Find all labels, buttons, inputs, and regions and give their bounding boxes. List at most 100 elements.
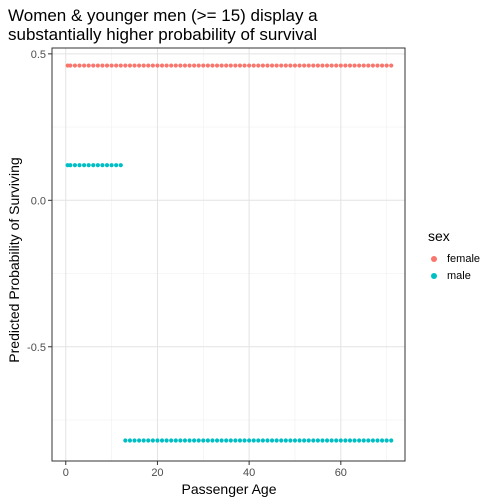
data-point-male bbox=[192, 438, 197, 443]
data-point-male bbox=[315, 438, 320, 443]
data-points bbox=[65, 63, 394, 443]
data-point-male bbox=[77, 163, 82, 168]
data-point-male bbox=[104, 163, 110, 168]
data-point-female bbox=[311, 63, 316, 68]
data-point-male bbox=[370, 438, 376, 443]
data-point-female bbox=[247, 63, 252, 68]
data-point-male bbox=[379, 438, 385, 443]
x-tick-label: 60 bbox=[335, 467, 347, 479]
data-point-female bbox=[141, 63, 146, 68]
data-point-female bbox=[233, 63, 238, 68]
data-point-male bbox=[256, 438, 261, 443]
data-point-male bbox=[265, 438, 270, 443]
data-point-female bbox=[352, 63, 357, 68]
data-point-male bbox=[118, 163, 123, 168]
data-point-female bbox=[219, 63, 224, 68]
data-point-male bbox=[196, 438, 201, 443]
data-point-male bbox=[187, 438, 192, 443]
data-point-female bbox=[279, 63, 284, 68]
data-point-male bbox=[81, 163, 87, 168]
data-point-male bbox=[269, 438, 275, 443]
chart-title-line-2: substantially higher probability of surv… bbox=[8, 25, 317, 44]
data-point-male bbox=[288, 438, 293, 443]
y-tick-label: 0.5 bbox=[31, 49, 46, 61]
data-point-female bbox=[178, 63, 183, 68]
data-point-male bbox=[334, 438, 339, 443]
data-point-female bbox=[256, 63, 261, 68]
data-point-female bbox=[375, 63, 380, 68]
data-point-male bbox=[338, 438, 343, 443]
data-point-female bbox=[123, 63, 128, 68]
data-point-male bbox=[352, 438, 357, 443]
data-point-female bbox=[269, 63, 275, 68]
data-point-male bbox=[132, 438, 137, 443]
data-point-male bbox=[292, 438, 298, 443]
data-point-male bbox=[219, 438, 224, 443]
data-point-male bbox=[146, 438, 151, 443]
y-tick-label: -0.5 bbox=[27, 342, 46, 354]
data-point-male bbox=[100, 163, 105, 168]
legend-label-male: male bbox=[447, 269, 471, 282]
data-point-female bbox=[237, 63, 243, 68]
data-point-female bbox=[265, 63, 270, 68]
minor-gridlines bbox=[52, 48, 405, 461]
data-point-female bbox=[315, 63, 320, 68]
data-point-female bbox=[389, 63, 394, 68]
data-point-female bbox=[100, 63, 105, 68]
data-point-male bbox=[237, 438, 243, 443]
data-point-female bbox=[137, 63, 142, 68]
legend-item-female: female bbox=[428, 250, 480, 267]
data-point-male bbox=[247, 438, 252, 443]
data-point-male bbox=[214, 438, 220, 443]
data-point-male bbox=[361, 438, 366, 443]
data-point-male bbox=[91, 163, 96, 168]
data-point-male bbox=[159, 438, 165, 443]
data-point-male bbox=[274, 438, 279, 443]
data-point-male bbox=[169, 438, 174, 443]
data-point-male bbox=[311, 438, 316, 443]
axis-ticks: 0 20 40 60 0.5 0.0 -0.5 bbox=[27, 49, 347, 479]
data-point-female bbox=[205, 63, 210, 68]
data-point-female bbox=[109, 63, 114, 68]
data-point-female bbox=[68, 63, 73, 68]
data-point-male bbox=[233, 438, 238, 443]
data-point-female bbox=[361, 63, 366, 68]
data-point-male bbox=[164, 438, 169, 443]
data-point-female bbox=[379, 63, 385, 68]
data-point-female bbox=[150, 63, 155, 68]
data-point-female bbox=[214, 63, 220, 68]
data-point-female bbox=[77, 63, 82, 68]
panel-border bbox=[51, 47, 406, 462]
data-point-male bbox=[347, 438, 353, 443]
data-point-female bbox=[347, 63, 353, 68]
y-axis-label: Predicted Probability of Surviving bbox=[6, 157, 22, 363]
data-point-male bbox=[182, 438, 188, 443]
data-point-male bbox=[389, 438, 394, 443]
x-tick-label: 40 bbox=[243, 467, 255, 479]
data-point-male bbox=[242, 438, 247, 443]
data-point-female bbox=[210, 63, 215, 68]
data-point-male bbox=[173, 438, 178, 443]
data-point-male bbox=[68, 163, 73, 168]
chart-title-line-1: Women & younger men (>= 15) display a bbox=[8, 6, 318, 25]
data-point-male bbox=[141, 438, 146, 443]
data-point-female bbox=[95, 63, 100, 68]
data-point-female bbox=[329, 63, 334, 68]
major-gridlines bbox=[52, 48, 405, 461]
data-point-female bbox=[114, 63, 119, 68]
data-point-male bbox=[384, 438, 389, 443]
data-point-female bbox=[343, 63, 348, 68]
data-point-female bbox=[338, 63, 343, 68]
data-point-female bbox=[155, 63, 160, 68]
data-point-female bbox=[306, 63, 311, 68]
data-point-female bbox=[196, 63, 201, 68]
data-point-male bbox=[123, 438, 128, 443]
data-point-female bbox=[242, 63, 247, 68]
data-point-male bbox=[155, 438, 160, 443]
data-point-male bbox=[357, 438, 362, 443]
data-point-female bbox=[224, 63, 229, 68]
data-point-female bbox=[159, 63, 165, 68]
data-point-female bbox=[288, 63, 293, 68]
data-point-female bbox=[192, 63, 197, 68]
panel-background bbox=[52, 48, 405, 461]
